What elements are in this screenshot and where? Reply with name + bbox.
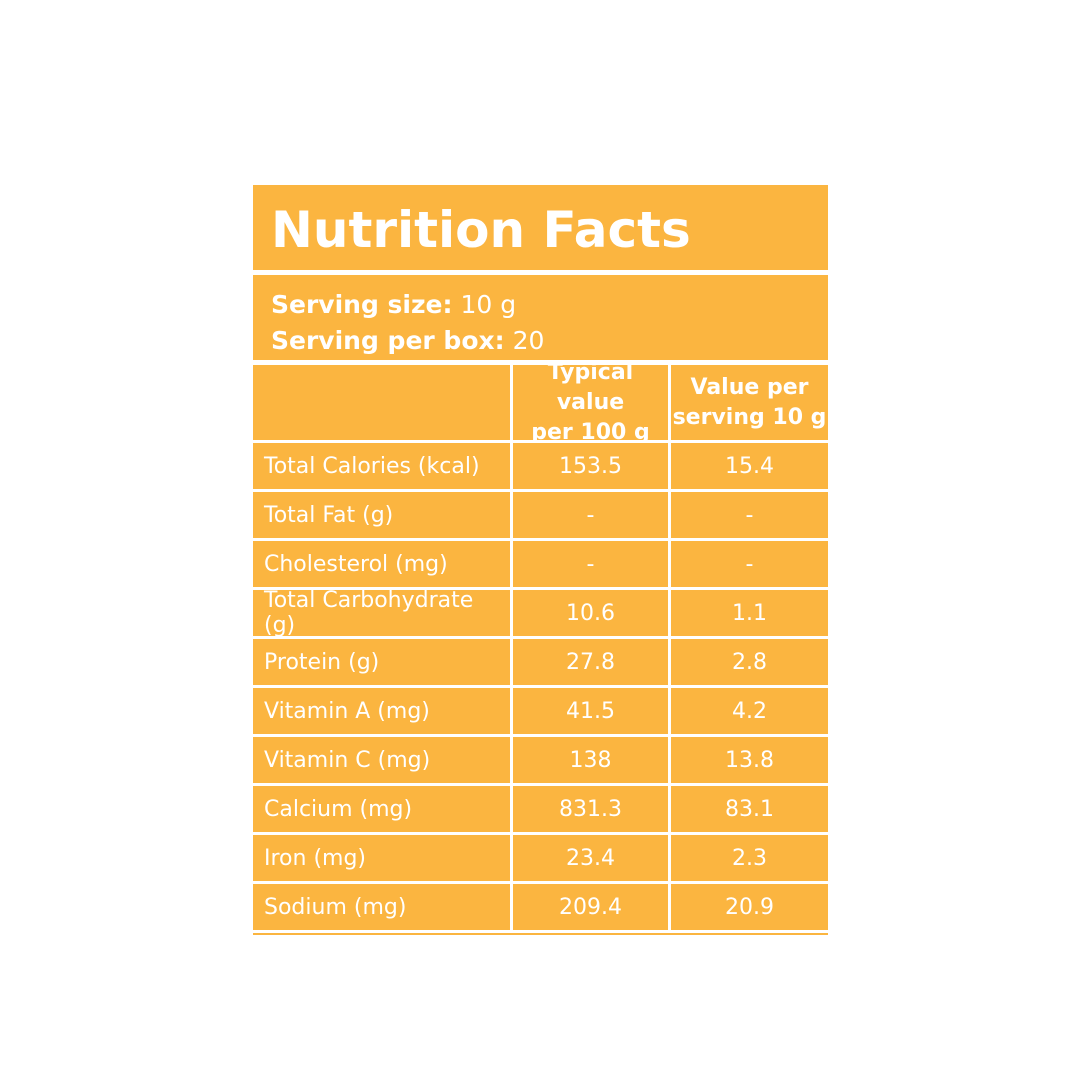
serving-per-box-label: Serving per box: [271, 326, 505, 355]
nutrition-table: Typical value per 100 g Value per serving 1… [253, 360, 828, 930]
nutrient-value: 4.2 [671, 688, 828, 734]
nutrient-value: 153.5 [513, 443, 668, 489]
nutrient-name: Sodium (mg) [253, 884, 510, 930]
serving-size-value: 10 g [460, 290, 517, 319]
nutrient-value: - [671, 541, 828, 587]
nutrient-name: Cholesterol (mg) [253, 541, 510, 587]
nutrient-name: Vitamin C (mg) [253, 737, 510, 783]
nutrient-name: Total Calories (kcal) [253, 443, 510, 489]
nutrient-value: 138 [513, 737, 668, 783]
nutrient-value: 20.9 [671, 884, 828, 930]
nutrient-name: Protein (g) [253, 639, 510, 685]
header-empty [253, 365, 510, 440]
nutrient-value: 2.8 [671, 639, 828, 685]
column-header-line: Typical value [547, 359, 634, 415]
column-header: Value per serving 10 g [671, 365, 828, 440]
serving-size: Serving size: 10 g [271, 287, 828, 323]
column-header-line: per 100 g [531, 419, 650, 445]
nutrient-value: - [513, 492, 668, 538]
nutrient-name: Total Carbohydrate (g) [253, 588, 510, 638]
nutrient-value: 41.5 [513, 688, 668, 734]
column-header-line: Value per [690, 374, 809, 400]
nutrient-value: 209.4 [513, 884, 668, 930]
nutrient-value: 15.4 [671, 443, 828, 489]
nutrient-value: 2.3 [671, 835, 828, 881]
nutrient-name: Iron (mg) [253, 835, 510, 881]
nutrient-value: 27.8 [513, 639, 668, 685]
nutrient-value: 13.8 [671, 737, 828, 783]
bottom-rule [253, 933, 828, 935]
nutrient-name: Calcium (mg) [253, 786, 510, 832]
column-header: Typical value per 100 g [513, 360, 668, 445]
column-header-line: serving 10 g [672, 404, 827, 430]
nutrient-value: 83.1 [671, 786, 828, 832]
nutrient-value: 1.1 [671, 590, 828, 636]
nutrient-name: Vitamin A (mg) [253, 688, 510, 734]
title: Nutrition Facts [253, 185, 828, 270]
nutrient-value: 23.4 [513, 835, 668, 881]
serving-per-box-value: 20 [512, 326, 545, 355]
serving-size-label: Serving size: [271, 290, 453, 319]
serving-info: Serving size: 10 g Serving per box: 20 [253, 275, 828, 360]
nutrient-value: 831.3 [513, 786, 668, 832]
nutrient-value: - [671, 492, 828, 538]
nutrient-value: - [513, 541, 668, 587]
nutrient-name: Total Fat (g) [253, 492, 510, 538]
serving-per-box: Serving per box: 20 [271, 323, 828, 359]
nutrition-panel: Nutrition Facts Serving size: 10 g Servi… [253, 185, 828, 935]
nutrient-value: 10.6 [513, 590, 668, 636]
